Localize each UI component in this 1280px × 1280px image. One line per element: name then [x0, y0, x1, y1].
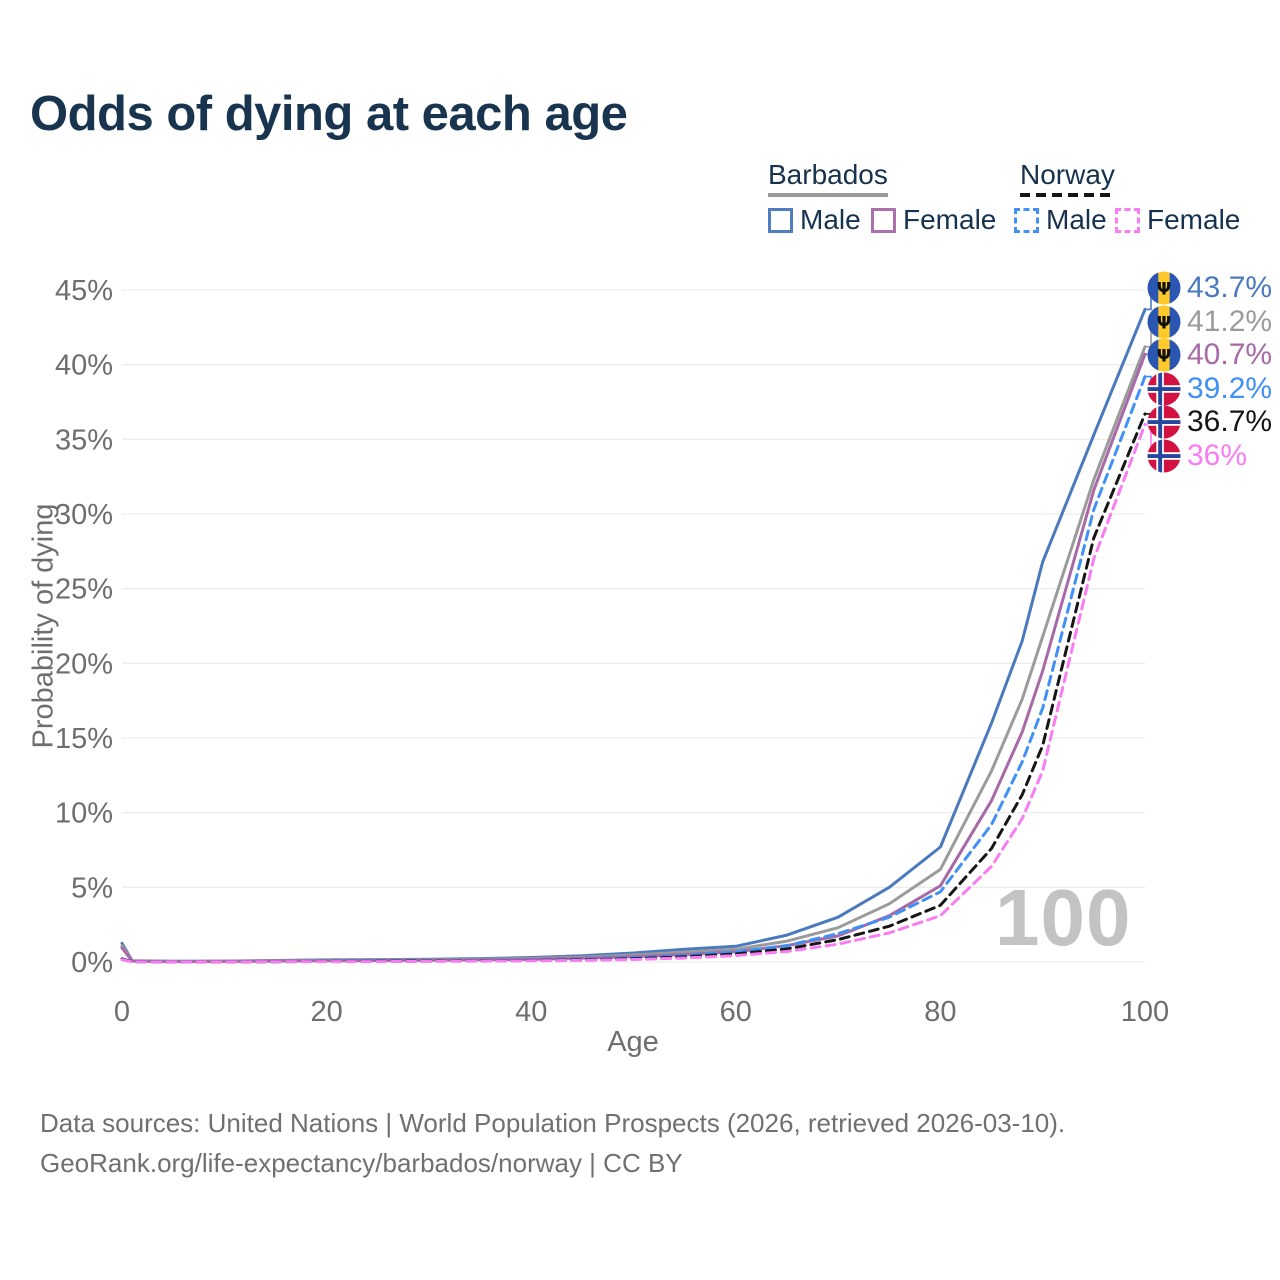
barbados-flag-icon: Ψ — [1147, 338, 1181, 372]
legend-item-barbados-male[interactable]: Male — [768, 204, 861, 236]
x-tick-label: 40 — [515, 996, 547, 1028]
norway-line-style-sample — [1020, 193, 1115, 197]
end-label-barbados-male: Ψ 43.7% — [1147, 271, 1272, 305]
legend-item-barbados-female[interactable]: Female — [871, 204, 996, 236]
y-tick-label: 20% — [55, 648, 113, 680]
legend-group-barbados: Barbados — [768, 161, 888, 197]
norway-flag-icon — [1147, 405, 1181, 439]
norway-male-swatch-icon — [1014, 207, 1039, 233]
end-label-value: 43.7% — [1187, 271, 1273, 304]
x-axis-title: Age — [607, 1026, 659, 1058]
end-label-norway-male: 39.2% — [1147, 372, 1272, 406]
end-label-value: 41.2% — [1187, 304, 1273, 338]
svg-text:Ψ: Ψ — [1157, 280, 1171, 300]
y-tick-label: 15% — [55, 723, 113, 755]
y-tick-label: 25% — [55, 574, 113, 606]
end-label-norway: 36.7% — [1147, 405, 1272, 439]
legend-item-norway-female[interactable]: Female — [1115, 204, 1240, 236]
x-tick-label: 80 — [924, 996, 956, 1028]
x-tick-label: 0 — [114, 996, 130, 1028]
y-tick-label: 30% — [55, 499, 113, 531]
attribution-text: GeoRank.org/life-expectancy/barbados/nor… — [40, 1148, 683, 1178]
legend-group-label: Norway — [1020, 159, 1115, 190]
series-line-norway — [120, 412, 1147, 964]
barbados-male-swatch-icon — [768, 207, 793, 233]
series-line-norway-male — [120, 375, 1147, 964]
norway-female-swatch-icon — [1115, 207, 1140, 233]
x-tick-label: 100 — [1121, 996, 1169, 1028]
legend-item-label: Female — [1147, 204, 1241, 235]
legend-group-label: Barbados — [768, 159, 888, 190]
legend-item-label: Female — [903, 204, 997, 235]
end-label-norway-female: 36% — [1147, 439, 1247, 473]
end-label-barbados-female: Ψ 40.7% — [1147, 338, 1272, 372]
end-label-value: 36% — [1187, 438, 1248, 472]
x-tick-label: 20 — [310, 996, 342, 1028]
y-tick-label: 45% — [55, 275, 113, 307]
series-line-norway-female — [120, 422, 1147, 964]
end-label-barbados: Ψ 41.2% — [1147, 305, 1272, 339]
data-sources-text: Data sources: United Nations | World Pop… — [40, 1108, 1066, 1138]
series-line-barbados-female — [120, 352, 1147, 964]
barbados-flag-icon: Ψ — [1147, 271, 1181, 305]
barbados-flag-icon: Ψ — [1147, 305, 1181, 338]
y-tick-label: 10% — [55, 798, 113, 830]
end-label-value: 40.7% — [1187, 338, 1273, 371]
y-tick-label: 40% — [55, 350, 113, 382]
age-100-watermark: 100 — [995, 873, 1132, 962]
svg-text:Ψ: Ψ — [1157, 313, 1171, 333]
y-tick-label: 0% — [71, 947, 113, 979]
norway-flag-icon — [1147, 439, 1181, 472]
legend-item-norway-male[interactable]: Male — [1014, 204, 1107, 236]
end-label-value: 39.2% — [1187, 371, 1273, 405]
barbados-female-swatch-icon — [871, 207, 896, 233]
y-tick-label: 35% — [55, 424, 113, 456]
page-title: Odds of dying at each age — [30, 87, 628, 141]
legend-group-norway: Norway — [1020, 161, 1115, 197]
y-tick-label: 5% — [71, 872, 113, 904]
series-line-barbados-male — [120, 307, 1147, 963]
end-label-value: 36.7% — [1187, 405, 1273, 438]
legend-item-label: Male — [800, 204, 861, 235]
norway-flag-icon — [1147, 372, 1181, 405]
legend-item-label: Male — [1046, 204, 1107, 235]
barbados-line-style-sample — [768, 193, 888, 197]
x-tick-label: 60 — [720, 996, 752, 1028]
svg-text:Ψ: Ψ — [1157, 347, 1171, 367]
